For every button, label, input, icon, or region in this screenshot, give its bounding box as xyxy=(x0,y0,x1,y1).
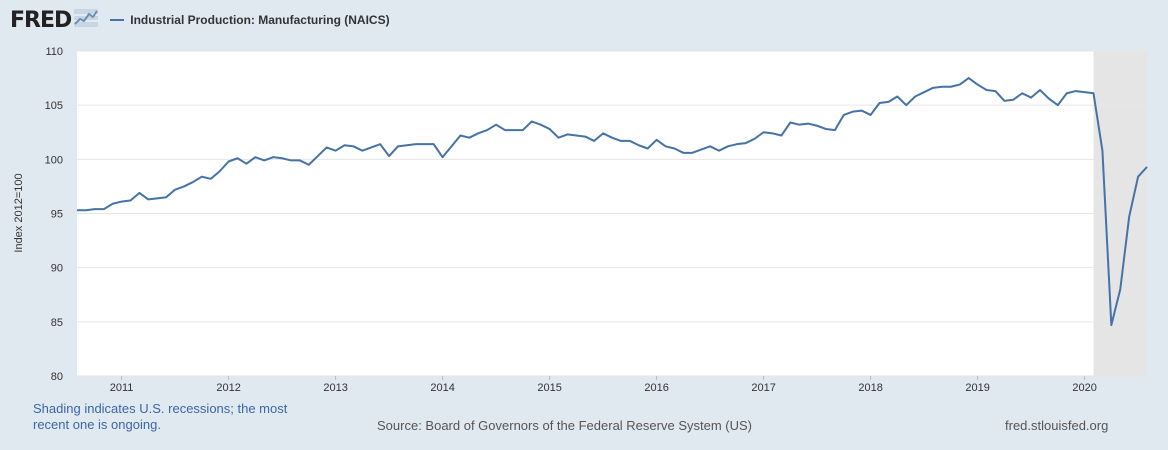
y-tick-label: 95 xyxy=(51,209,63,221)
y-tick-label: 100 xyxy=(45,154,63,166)
fred-chart-icon xyxy=(74,8,99,32)
x-tick-label: 2016 xyxy=(644,382,668,394)
y-tick-label: 85 xyxy=(51,317,63,329)
x-tick-label: 2019 xyxy=(965,382,989,394)
recession-note: Shading indicates U.S. recessions; the m… xyxy=(33,401,333,433)
x-tick-label: 2020 xyxy=(1072,382,1096,394)
x-tick-label: 2017 xyxy=(751,382,775,394)
source-credit: Source: Board of Governors of the Federa… xyxy=(377,418,752,433)
y-tick-label: 105 xyxy=(45,100,63,112)
x-tick-label: 2018 xyxy=(858,382,882,394)
y-axis-title: Index 2012=100 xyxy=(13,173,25,252)
y-tick-label: 90 xyxy=(51,263,63,275)
recession-note-line-2: recent one is ongoing. xyxy=(33,417,161,432)
y-tick-label: 80 xyxy=(51,371,63,383)
fred-logo[interactable]: FRED xyxy=(10,7,72,33)
x-tick-label: 2011 xyxy=(110,382,134,394)
chart-header: FRED Industrial Production: Manufacturin… xyxy=(10,7,390,33)
x-tick-label: 2013 xyxy=(323,382,347,394)
site-link[interactable]: fred.stlouisfed.org xyxy=(1005,418,1109,433)
x-tick-label: 2015 xyxy=(537,382,561,394)
chart: 80 85 90 95 100 105 110 2011 2012 2013 2014 2015 201… xyxy=(13,46,1148,394)
recession-note-line-1: Shading indicates U.S. recessions; the m… xyxy=(33,401,288,416)
legend[interactable]: Industrial Production: Manufacturing (NA… xyxy=(110,13,390,27)
legend-swatch xyxy=(110,19,125,21)
y-tick-label: 110 xyxy=(45,46,63,58)
legend-label: Industrial Production: Manufacturing (NA… xyxy=(130,13,390,27)
series-line[interactable] xyxy=(77,77,1148,327)
x-tick-label: 2012 xyxy=(216,382,240,394)
x-tick-label: 2014 xyxy=(430,382,454,394)
